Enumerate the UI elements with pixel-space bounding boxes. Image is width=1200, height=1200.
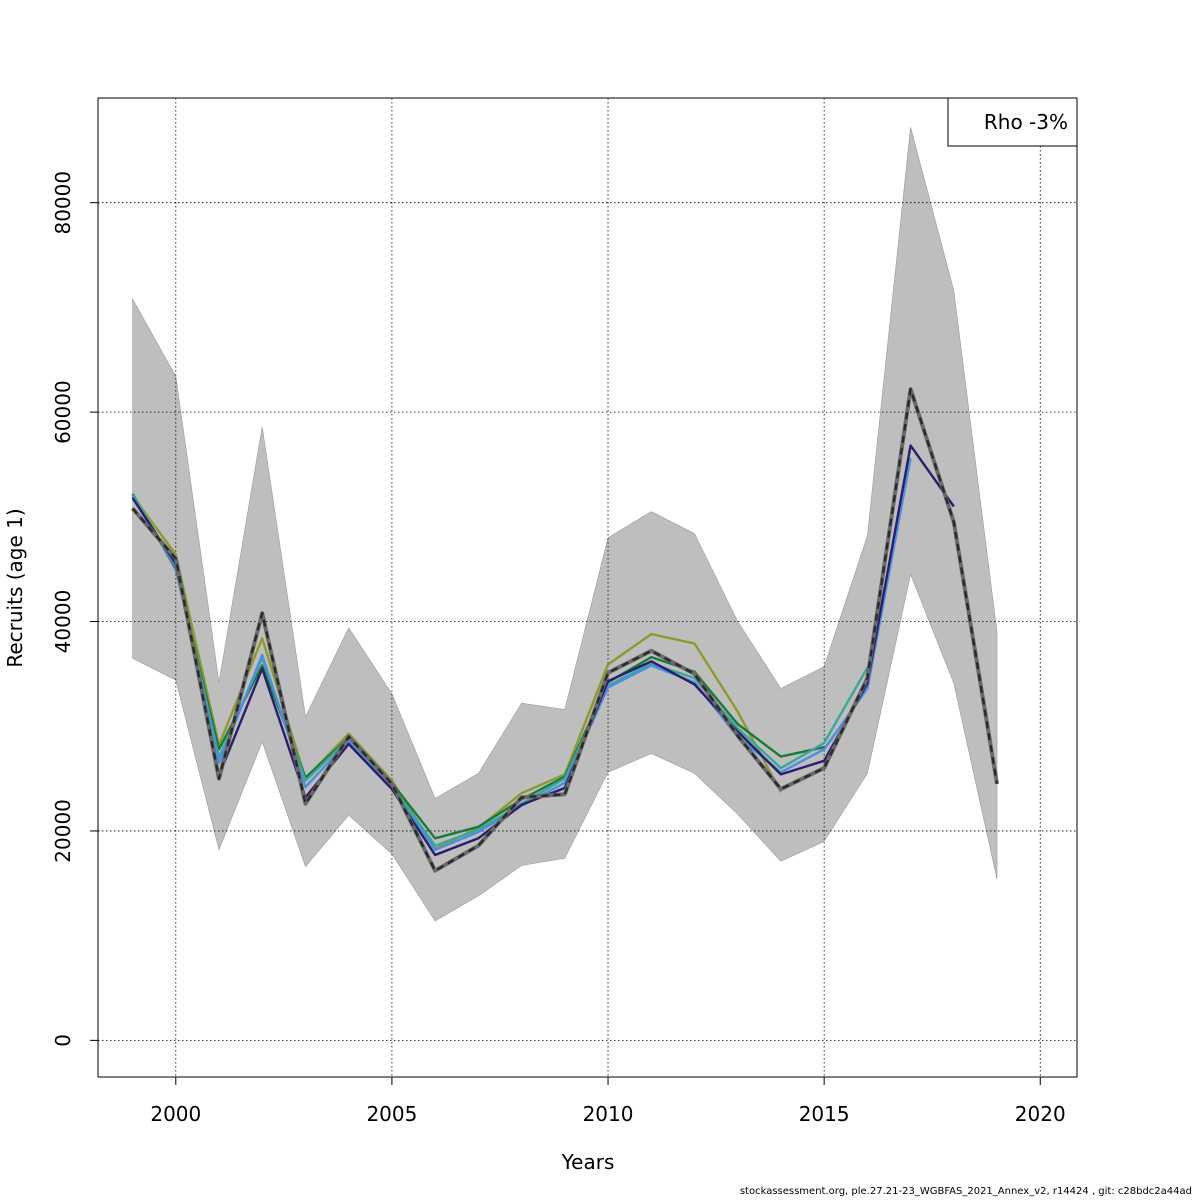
y-tick-label: 80000	[51, 171, 75, 235]
series-line-2019-assessment	[131, 387, 999, 872]
x-tick-label: 2005	[366, 1102, 417, 1126]
x-tick-label: 2000	[150, 1102, 201, 1126]
plot-frame	[97, 97, 1078, 1078]
x-tick-label: 2015	[799, 1102, 850, 1126]
legend-box	[947, 97, 1078, 147]
y-tick-label: 40000	[51, 590, 75, 654]
footer-source: stockassessment.org, ple.27.21-23_WGBFAS…	[739, 1186, 1192, 1197]
series-layer	[131, 387, 999, 873]
tick-layer: 2000 2005 2010 2015 2020 0 20000 40000 60000 8000…	[51, 171, 1066, 1126]
y-tick-label: 60000	[51, 380, 75, 444]
grid-layer	[98, 98, 1077, 1077]
y-axis-title: Recruits (age 1)	[3, 508, 27, 667]
legend-rho-text: Rho -3%	[984, 110, 1068, 134]
x-tick-label: 2020	[1015, 1102, 1066, 1126]
legend: Rho -3%	[947, 97, 1078, 147]
y-tick-label: 0	[51, 1034, 75, 1047]
y-tick-label: 20000	[51, 799, 75, 863]
x-tick-label: 2010	[583, 1102, 634, 1126]
x-axis-title: Years	[561, 1150, 615, 1174]
